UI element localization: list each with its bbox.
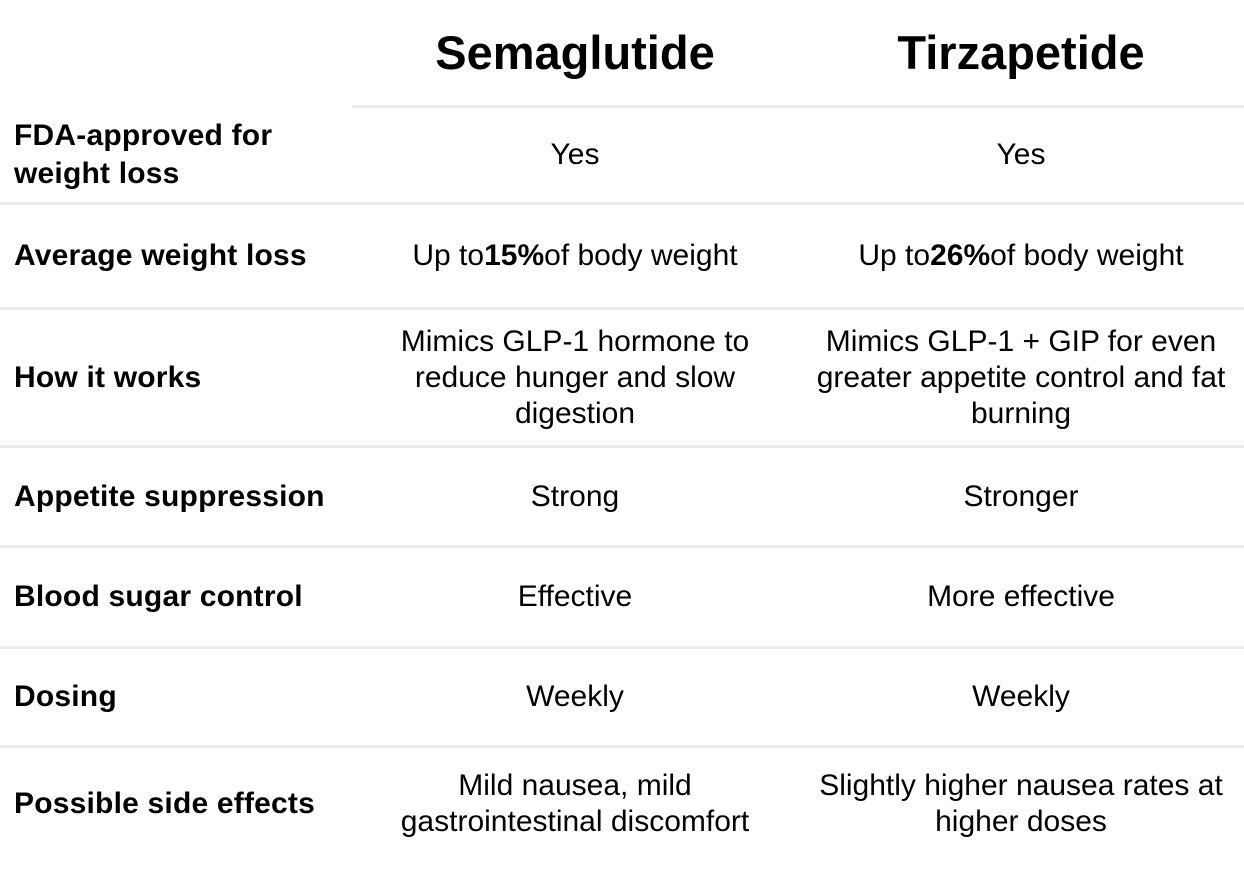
cell-tirzapetide-appetite-suppression: Stronger [963,479,1079,513]
cell-tirzapetide-possible-side-effects: Slightly higher nausea rates at higher d… [819,769,1223,838]
table-row-how-it-works: How it works Mimics GLP-1 hormone to red… [0,310,1244,448]
row-label-fda-approved: FDA-approved for weight loss [14,119,273,190]
row-label-how-it-works: How it works [14,360,202,394]
text-suffix: of body weight [990,239,1184,272]
cell-semaglutide-fda-approved: Yes [550,138,600,171]
cell-tirzapetide-blood-sugar-control: More effective [927,580,1115,613]
text-prefix: Up to [858,239,931,272]
table-row-fda-approved: FDA-approved for weight loss Yes Yes [0,108,1244,205]
header-tirzapetide: Tirzapetide [798,0,1244,108]
header-semaglutide: Semaglutide [352,0,798,108]
cell-semaglutide-how-it-works: Mimics GLP-1 hormone to reduce hunger an… [400,324,750,430]
text-prefix: Up to [412,239,485,272]
row-label-average-weight-loss: Average weight loss [14,239,307,272]
row-label-blood-sugar-control: Blood sugar control [14,580,303,613]
cell-semaglutide-possible-side-effects: Mild nausea, mild gastrointestinal disco… [400,769,750,838]
cell-semaglutide-average-weight-loss: Up to 15% of body weight [352,205,798,307]
table-row-possible-side-effects: Possible side effects Mild nausea, mild … [0,748,1244,876]
text-suffix: of body weight [544,239,738,272]
header-empty-cell [0,0,352,108]
text-bold-percent: 15% [484,239,545,272]
row-label-dosing: Dosing [14,680,117,713]
cell-tirzapetide-dosing: Weekly [972,680,1070,713]
row-label-possible-side-effects: Possible side effects [14,787,315,820]
table-row-appetite-suppression: Appetite suppression Strong Stronger [0,448,1244,548]
cell-tirzapetide-average-weight-loss: Up to 26% of body weight [798,205,1244,307]
table-row-average-weight-loss: Average weight loss Up to 15% of body we… [0,205,1244,310]
table-header-row: Semaglutide Tirzapetide [0,0,1244,108]
cell-semaglutide-dosing: Weekly [526,680,624,713]
row-label-appetite-suppression: Appetite suppression [14,479,325,513]
table-row-dosing: Dosing Weekly Weekly [0,649,1244,748]
cell-semaglutide-appetite-suppression: Strong [530,479,620,513]
table-row-blood-sugar-control: Blood sugar control Effective More effec… [0,548,1244,649]
text-bold-percent: 26% [930,239,991,272]
cell-tirzapetide-fda-approved: Yes [996,138,1046,171]
cell-semaglutide-blood-sugar-control: Effective [517,580,633,613]
cell-tirzapetide-how-it-works: Mimics GLP-1 + GIP for even greater appe… [816,324,1226,430]
